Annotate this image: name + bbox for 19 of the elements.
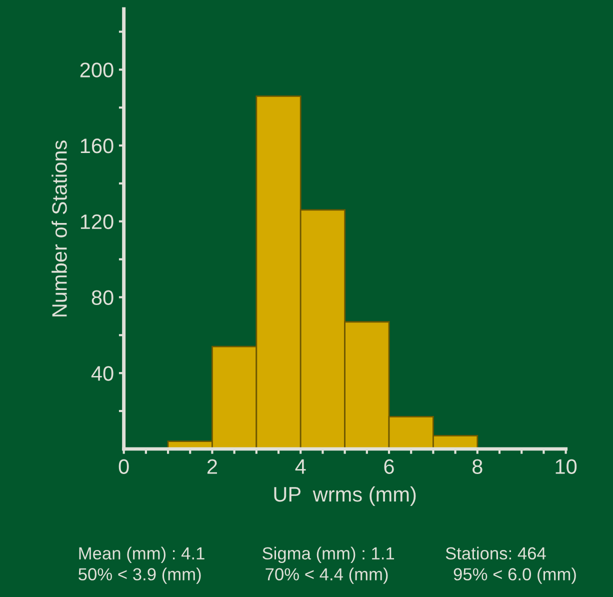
x-axis-title: UP wrms (mm)	[274, 486, 416, 506]
x-tick-label: 8	[472, 459, 482, 474]
text: 70% < 4.4 (mm)	[266, 568, 388, 584]
y-tick-label: 40	[91, 366, 114, 381]
y-tick-label: 80	[92, 290, 114, 305]
text: 50% < 3.9 (mm)	[78, 568, 201, 584]
y-tick-label: 200	[80, 62, 114, 78]
y-axis-title: Number of Stations	[52, 140, 67, 316]
x-tick-label: 0	[118, 459, 129, 474]
x-tick-label: 10	[556, 459, 577, 474]
y-tick-label: 120	[80, 214, 114, 230]
y-tick-label: 160	[80, 138, 114, 154]
text: Stations: 464	[446, 546, 546, 560]
x-tick-label: 2	[207, 459, 217, 474]
text: 95% < 6.0 (mm)	[454, 568, 576, 584]
text: Mean (mm) : 4.1	[79, 546, 204, 563]
x-tick-label: 4	[295, 459, 306, 474]
text: Sigma (mm) : 1.1	[262, 546, 394, 563]
x-tick-label: 6	[384, 459, 394, 474]
